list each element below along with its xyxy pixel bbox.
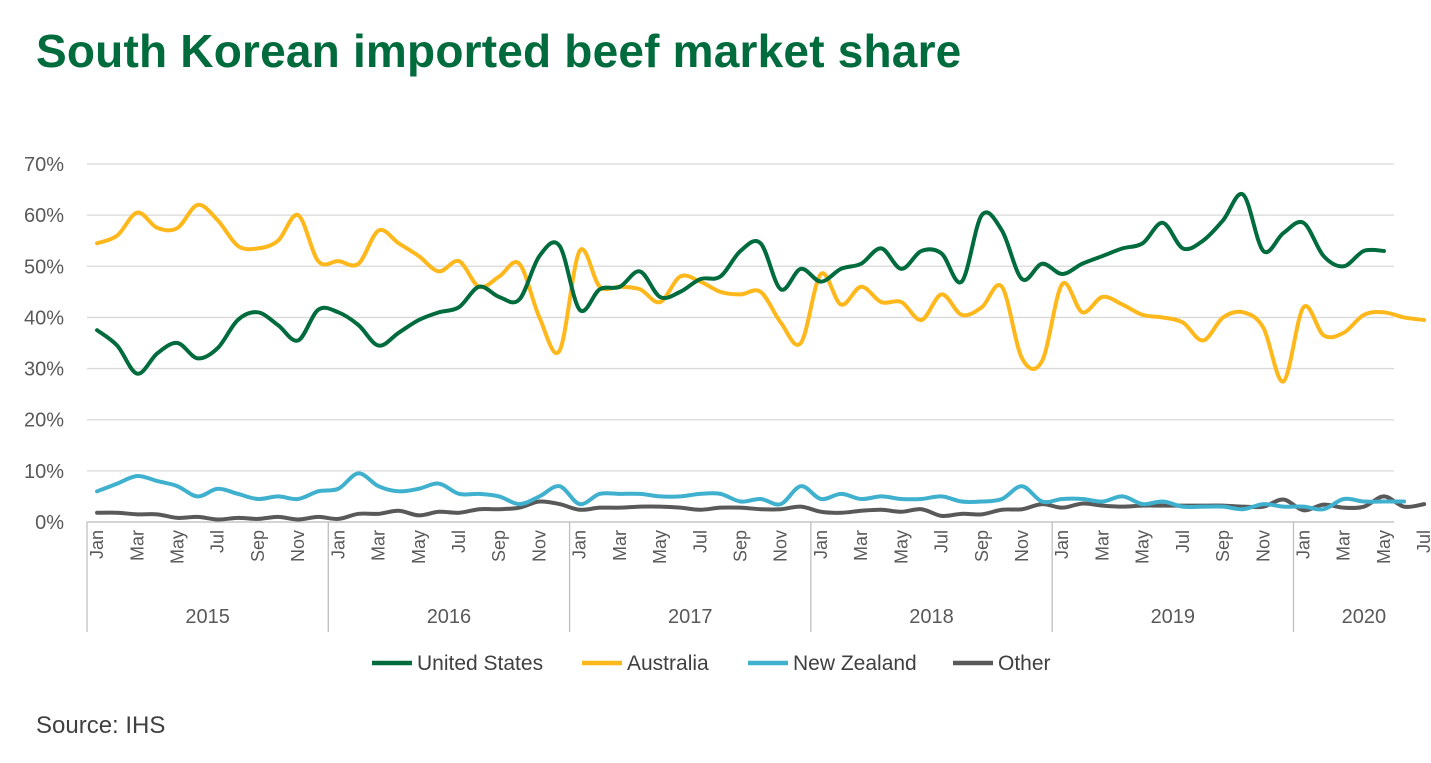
x-tick-label: Jul bbox=[208, 530, 228, 553]
y-tick-label: 20% bbox=[24, 410, 64, 432]
series-line-new-zealand bbox=[95, 471, 1407, 512]
x-tick-label: Nov bbox=[1012, 530, 1032, 562]
series-lines bbox=[95, 192, 1427, 522]
source-note: Source: IHS bbox=[36, 712, 166, 739]
x-tick-label: May bbox=[891, 530, 911, 564]
line-chart: 0% 10% 20% 30% 40% 50% 60% 70% Jan Mar May Jul Sep N… bbox=[24, 154, 1431, 675]
y-tick-label: 40% bbox=[24, 307, 64, 329]
x-tick-label: Nov bbox=[288, 530, 308, 562]
x-tick-label: May bbox=[1374, 530, 1394, 564]
legend-label: United States bbox=[417, 652, 543, 675]
y-tick-label: 30% bbox=[24, 359, 64, 381]
y-axis-ticks: 0% 10% 20% 30% 40% 50% 60% 70% bbox=[24, 154, 64, 534]
series-line-united-states bbox=[95, 192, 1386, 376]
x-tick-label: Jan bbox=[1294, 530, 1314, 559]
legend-item-australia[interactable]: Australia bbox=[582, 652, 709, 675]
x-tick-label: Jan bbox=[811, 530, 831, 559]
x-tick-label: Mar bbox=[369, 530, 389, 561]
x-tick-label: Jul bbox=[932, 530, 952, 553]
x-tick-label: May bbox=[409, 530, 429, 564]
x-tick-label: May bbox=[1133, 530, 1153, 564]
year-label: 2018 bbox=[909, 606, 954, 628]
legend[interactable]: United States Australia New Zealand Other bbox=[372, 652, 1051, 675]
legend-item-united-states[interactable]: United States bbox=[372, 652, 543, 675]
x-axis: Jan Mar May Jul Sep Nov Jan Mar May Jul Sep Nov Jan M… bbox=[86, 521, 1431, 632]
y-tick-label: 50% bbox=[24, 256, 64, 278]
x-tick-label: Mar bbox=[851, 530, 871, 561]
legend-label: New Zealand bbox=[793, 652, 917, 675]
x-tick-label: Sep bbox=[731, 530, 751, 562]
x-tick-label: Jul bbox=[1173, 530, 1193, 553]
x-tick-label: Jul bbox=[690, 530, 710, 553]
x-tick-label: Jan bbox=[328, 530, 348, 559]
x-tick-label: Sep bbox=[489, 530, 509, 562]
legend-label: Other bbox=[998, 652, 1051, 675]
x-tick-label: Mar bbox=[1092, 530, 1112, 561]
year-label: 2020 bbox=[1342, 606, 1387, 628]
year-label: 2019 bbox=[1151, 606, 1196, 628]
x-tick-label: Mar bbox=[127, 530, 147, 561]
series-line-australia bbox=[95, 202, 1427, 384]
x-tick-label: Nov bbox=[771, 530, 791, 562]
year-label: 2016 bbox=[427, 606, 472, 628]
x-tick-label: May bbox=[167, 530, 187, 564]
x-tick-label: Jul bbox=[1414, 530, 1431, 553]
x-tick-label: Sep bbox=[1213, 530, 1233, 562]
x-tick-label: Jul bbox=[449, 530, 469, 553]
year-label: 2017 bbox=[668, 606, 713, 628]
y-tick-label: 60% bbox=[24, 205, 64, 227]
chart-title: South Korean imported beef market share bbox=[36, 25, 962, 77]
legend-item-other[interactable]: Other bbox=[953, 652, 1051, 675]
legend-label: Australia bbox=[627, 652, 709, 675]
x-tick-label: Mar bbox=[1334, 530, 1354, 561]
year-label: 2015 bbox=[185, 606, 230, 628]
x-tick-label: Mar bbox=[610, 530, 630, 561]
x-tick-label: Jan bbox=[570, 530, 590, 559]
x-tick-label: Jan bbox=[1052, 530, 1072, 559]
gridlines bbox=[87, 163, 1394, 523]
x-tick-label: Jan bbox=[87, 530, 107, 559]
x-tick-label: Nov bbox=[529, 530, 549, 562]
x-tick-label: Sep bbox=[972, 530, 992, 562]
legend-item-new-zealand[interactable]: New Zealand bbox=[748, 652, 917, 675]
x-tick-label: May bbox=[650, 530, 670, 564]
y-tick-label: 0% bbox=[35, 512, 64, 534]
y-tick-label: 10% bbox=[24, 461, 64, 483]
x-tick-label: Nov bbox=[1253, 530, 1273, 562]
y-tick-label: 70% bbox=[24, 154, 64, 176]
x-tick-label: Sep bbox=[248, 530, 268, 562]
